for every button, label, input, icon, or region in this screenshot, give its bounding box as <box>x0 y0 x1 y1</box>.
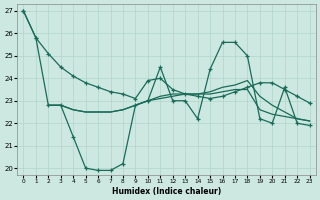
X-axis label: Humidex (Indice chaleur): Humidex (Indice chaleur) <box>112 187 221 196</box>
